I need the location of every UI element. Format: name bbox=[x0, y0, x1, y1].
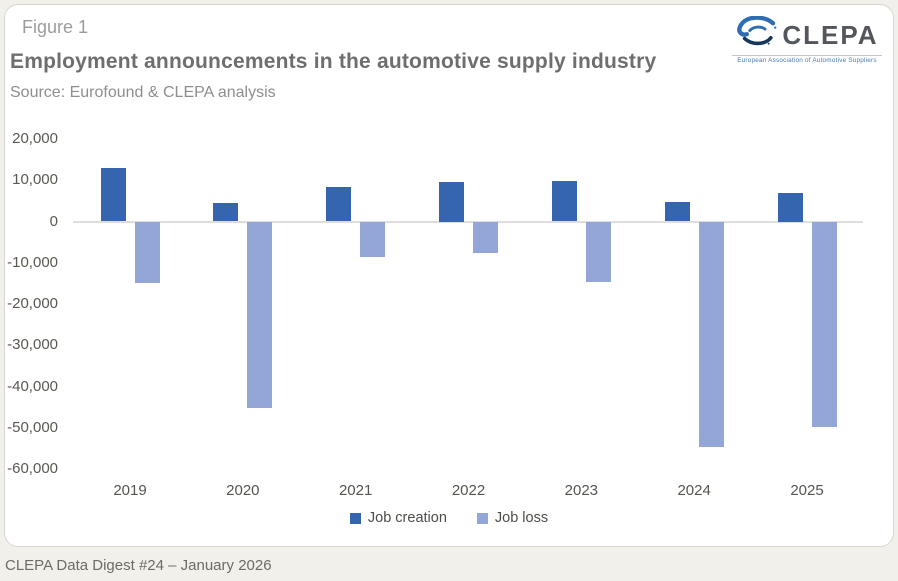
footer-caption: CLEPA Data Digest #24 – January 2026 bbox=[5, 557, 272, 574]
job-creation-bar-2022 bbox=[439, 182, 464, 222]
y-tick-label: 0 bbox=[49, 212, 58, 230]
job-creation-bar-2020 bbox=[213, 202, 239, 222]
y-tick-label: -30,000 bbox=[7, 336, 58, 354]
y-tick-label: 10,000 bbox=[12, 171, 58, 189]
legend-swatch bbox=[349, 512, 361, 524]
x-tick-label-2023: 2023 bbox=[564, 482, 599, 499]
job-loss-bar-2025 bbox=[811, 221, 837, 428]
clepa-logo: CLEPA European Association of Automotive… bbox=[732, 15, 882, 64]
page-title: Employment announcements in the automoti… bbox=[10, 50, 657, 73]
x-tick-label-2020: 2020 bbox=[226, 482, 260, 499]
job-loss-bar-2020 bbox=[247, 221, 273, 409]
job-creation-bar-2024 bbox=[664, 201, 690, 222]
job-creation-bar-2021 bbox=[326, 186, 352, 222]
job-loss-bar-2024 bbox=[698, 221, 724, 448]
x-tick-label-2022: 2022 bbox=[451, 482, 486, 499]
x-tick-label-2019: 2019 bbox=[113, 482, 147, 499]
job-loss-bar-2019 bbox=[134, 221, 160, 283]
y-tick-label: -20,000 bbox=[7, 295, 58, 312]
job-loss-bar-2023 bbox=[585, 221, 611, 282]
clepa-logo-text: CLEPA bbox=[782, 19, 879, 50]
legend-label: Job loss bbox=[494, 510, 549, 526]
legend-label: Job creation bbox=[367, 510, 447, 526]
figure-label: Figure 1 bbox=[22, 17, 89, 37]
y-tick-label: -60,000 bbox=[7, 460, 58, 477]
job-creation-bar-2023 bbox=[551, 181, 577, 222]
clepa-swirl-icon bbox=[735, 15, 779, 53]
x-tick-label-2025: 2025 bbox=[790, 482, 824, 499]
legend-item-job-creation: Job creation bbox=[349, 510, 447, 526]
y-tick-label: -50,000 bbox=[7, 418, 58, 436]
y-tick-label: 20,000 bbox=[12, 130, 58, 147]
x-tick-label-2021: 2021 bbox=[338, 482, 373, 499]
x-axis-zero-line bbox=[73, 220, 863, 223]
x-tick-label-2024: 2024 bbox=[677, 482, 711, 499]
clepa-logo-tagline: European Association of Automotive Suppl… bbox=[732, 55, 882, 64]
y-tick-label: -10,000 bbox=[7, 253, 58, 271]
legend-item-job-loss: Job loss bbox=[476, 510, 549, 526]
job-creation-bar-2019 bbox=[100, 168, 126, 222]
job-creation-bar-2025 bbox=[777, 192, 803, 222]
chart-legend: Job creation Job loss bbox=[0, 510, 898, 526]
y-tick-label: -40,000 bbox=[7, 377, 58, 395]
legend-swatch bbox=[476, 512, 488, 524]
job-loss-bar-2021 bbox=[360, 221, 386, 257]
job-loss-bar-2022 bbox=[473, 221, 498, 254]
source-line: Source: Eurofound & CLEPA analysis bbox=[10, 84, 276, 101]
